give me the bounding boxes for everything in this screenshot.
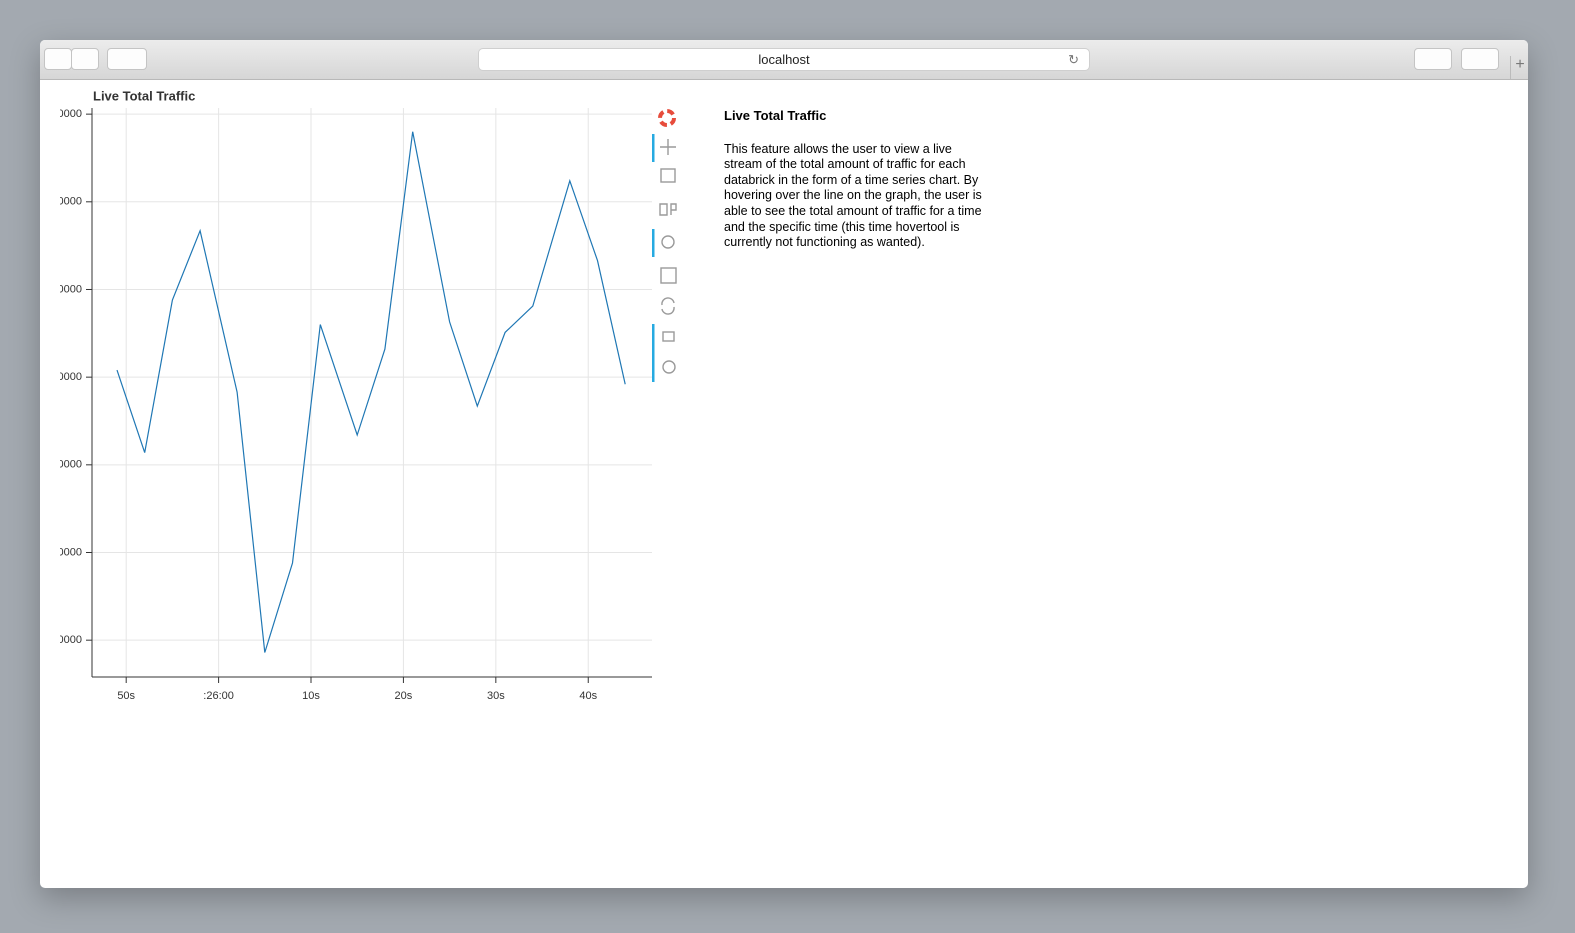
x-tick-label: 20s	[395, 690, 413, 702]
chart-title: Live Total Traffic	[93, 88, 195, 103]
crosshair-tool[interactable]	[662, 360, 676, 374]
browser-window: localhost ↻ +	[40, 40, 1528, 888]
new-tab-button[interactable]: +	[1510, 56, 1528, 79]
active-indicator	[652, 229, 655, 257]
reset-tool[interactable]	[661, 297, 675, 315]
active-indicator	[652, 324, 655, 382]
description-body: This feature allows the user to view a l…	[724, 141, 982, 250]
reload-icon[interactable]: ↻	[1068, 52, 1079, 67]
y-tick-label: 50000	[51, 283, 82, 295]
description: Live Total Traffic This feature allows t…	[724, 108, 992, 251]
bokeh-logo[interactable]	[658, 109, 676, 127]
y-tick-labels: 10000 20000 30000 40000 50000 60000 70000	[51, 108, 82, 646]
tabs-button[interactable]	[1461, 48, 1499, 70]
y-tick-label: 40000	[51, 371, 82, 383]
url-text: localhost	[758, 52, 810, 67]
active-indicator	[652, 134, 655, 162]
x-tick-label: 10s	[302, 690, 320, 702]
forward-button[interactable]	[71, 48, 99, 70]
browser-toolbar: localhost ↻ +	[40, 40, 1528, 80]
zoom-in-tool[interactable]	[661, 235, 675, 249]
chart-toolbar	[652, 109, 677, 382]
sidebar-button[interactable]	[107, 48, 147, 70]
pan-tool[interactable]	[660, 139, 676, 155]
y-tick-label: 20000	[51, 546, 82, 558]
y-tick-label: 60000	[51, 196, 82, 208]
share-button[interactable]	[1414, 48, 1452, 70]
y-tick-label: 30000	[51, 459, 82, 471]
description-title: Live Total Traffic	[724, 108, 827, 123]
box-zoom-tool[interactable]	[660, 168, 676, 183]
address-bar[interactable]: localhost ↻	[478, 48, 1090, 71]
x-tick-label: :26:00	[203, 690, 234, 702]
hover-tool[interactable]	[662, 331, 675, 342]
data-line	[116, 131, 626, 653]
x-tick-label: 40s	[579, 690, 597, 702]
wheel-zoom-tool[interactable]	[659, 203, 677, 216]
y-tick-label: 10000	[51, 634, 82, 646]
x-tick-label: 30s	[487, 690, 505, 702]
x-tick-label: 50s	[117, 690, 135, 702]
save-tool[interactable]	[660, 267, 677, 284]
y-tick-label: 70000	[51, 108, 82, 120]
